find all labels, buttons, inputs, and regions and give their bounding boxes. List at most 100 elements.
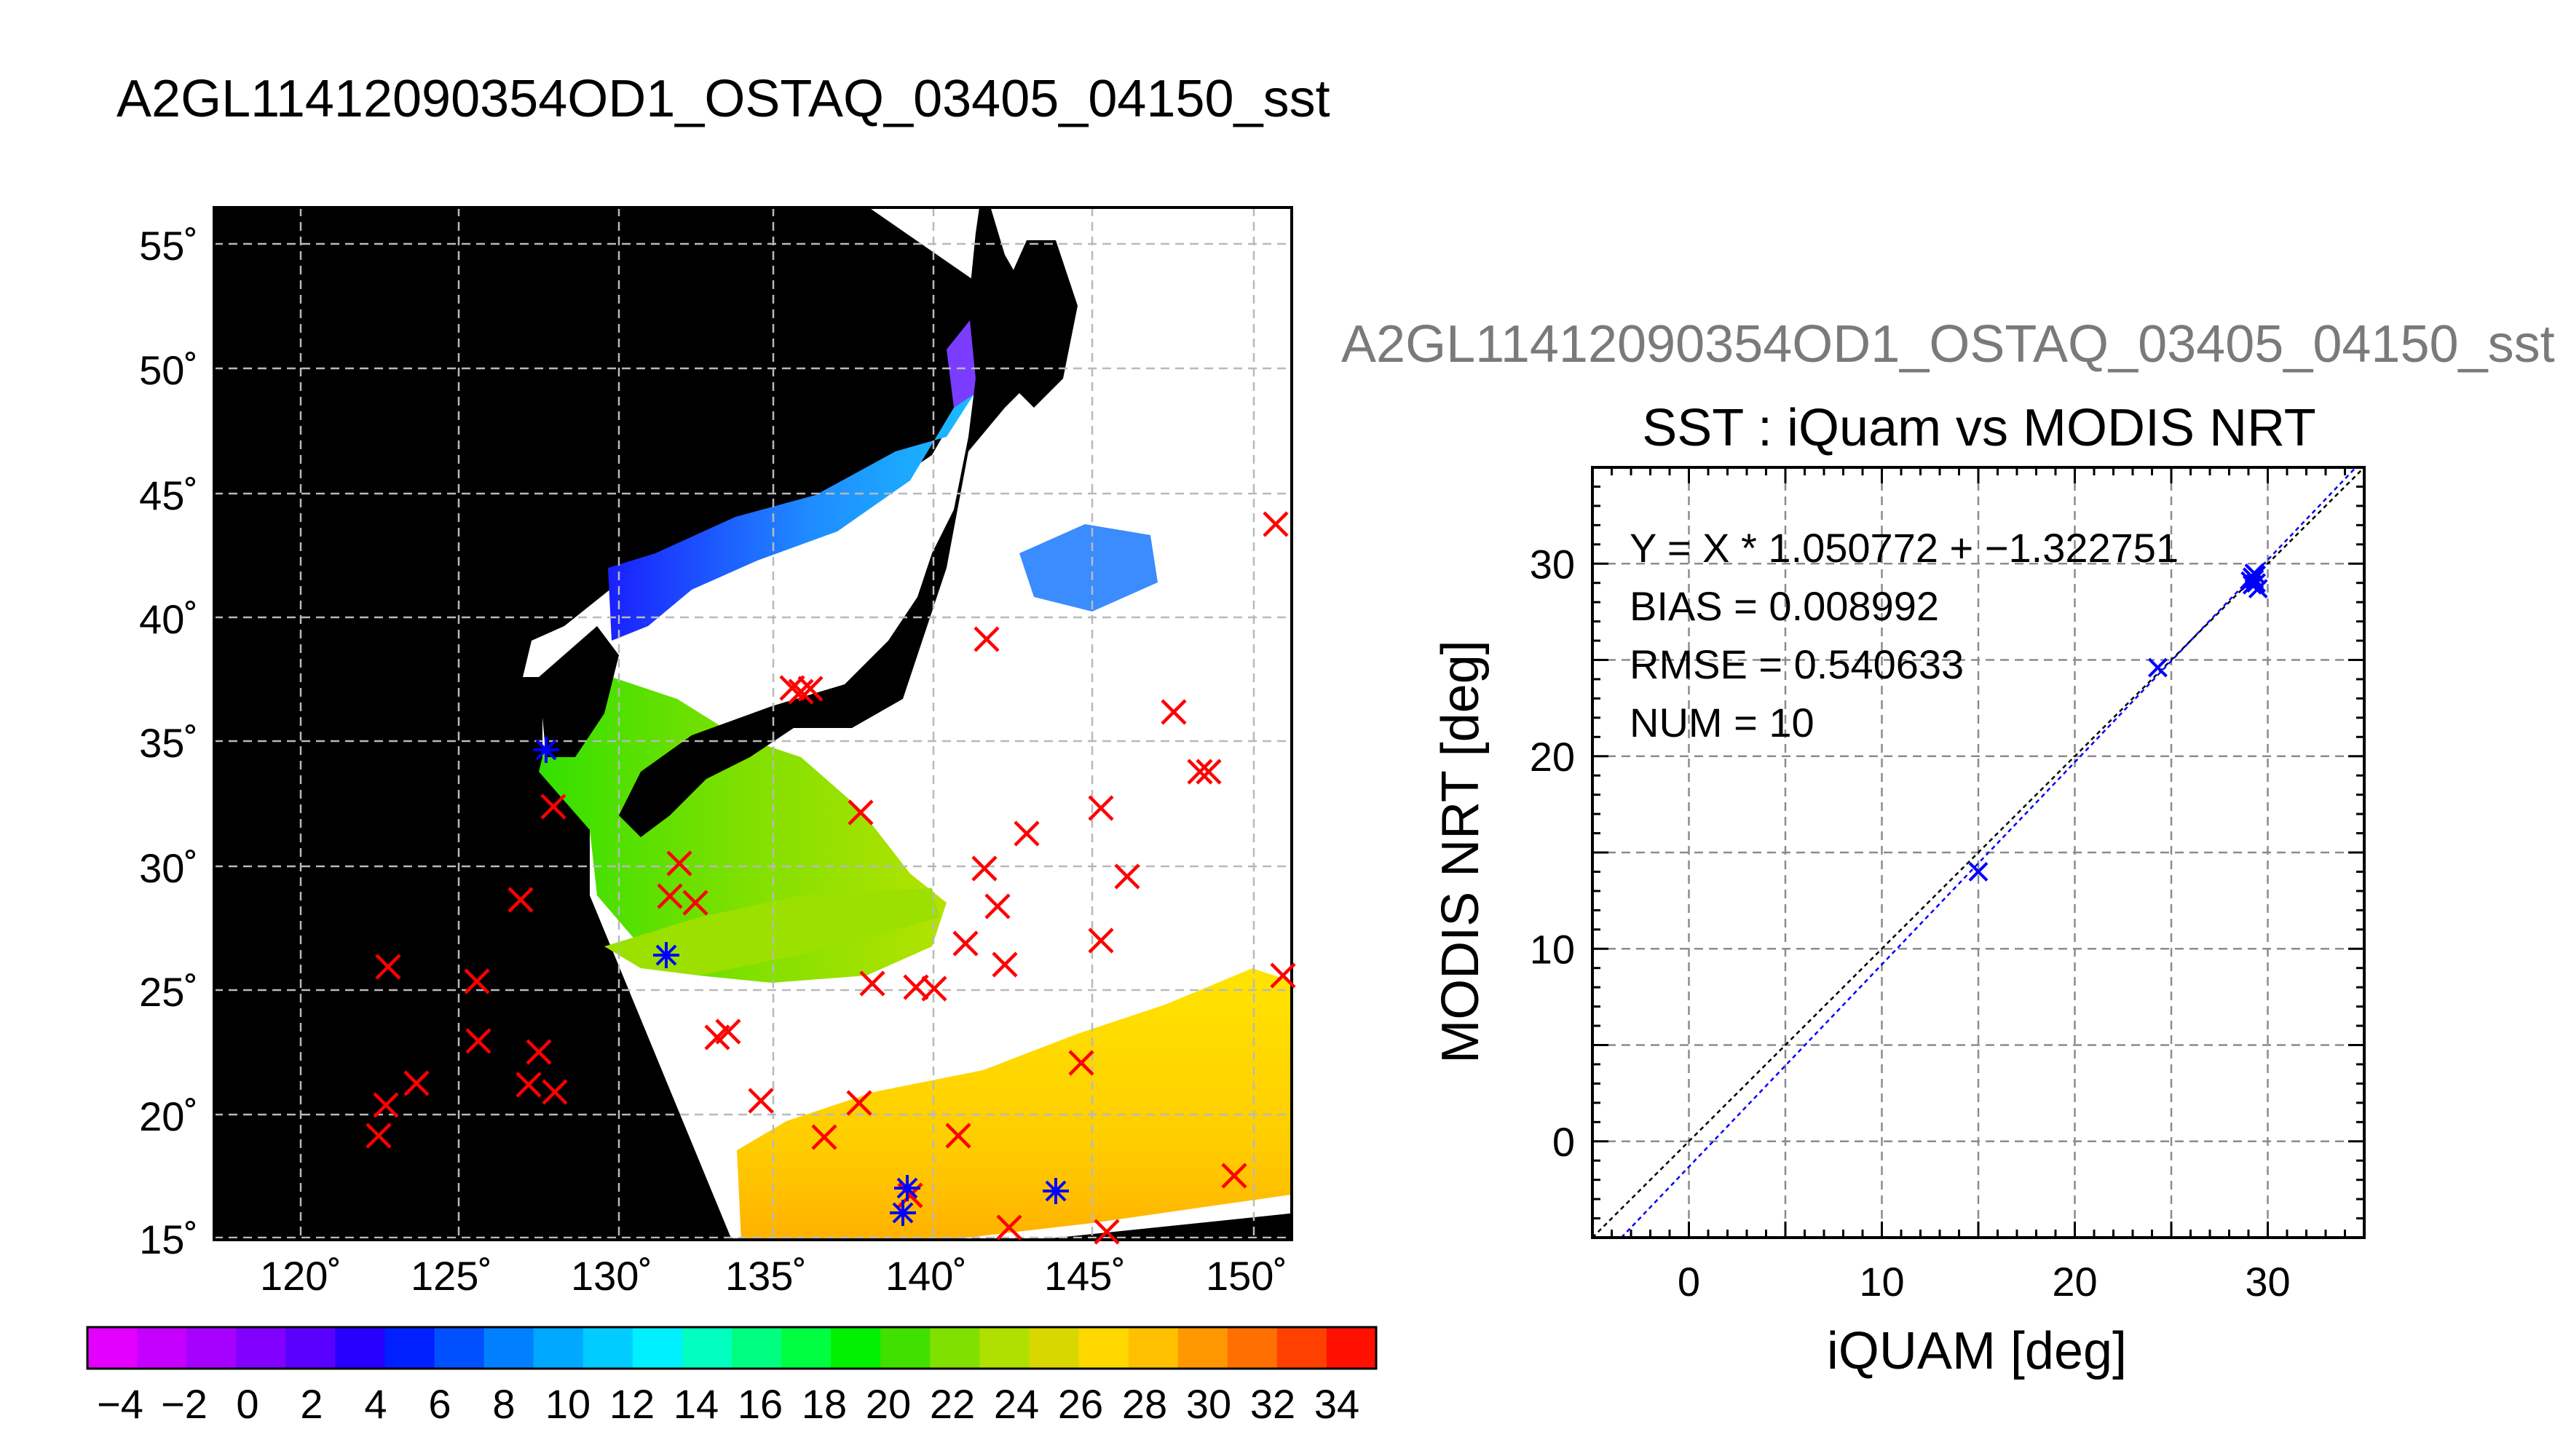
colorbar-swatch [583, 1327, 633, 1369]
page-title: A2GL11412090354OD1_OSTAQ_03405_04150_sst [117, 70, 1330, 128]
lon-label-135: 135˚ [725, 1253, 807, 1299]
colorbar-label: 34 [1314, 1381, 1359, 1427]
scatter-tick-labels: 0 10 20 30 0 10 20 30 [1530, 541, 2291, 1305]
scatter-y-tick-label: 10 [1530, 926, 1575, 972]
lat-label-55: 55˚ [139, 223, 198, 269]
map-matchup-marker [984, 893, 1011, 919]
satellite-swath [523, 207, 1292, 1240]
colorbar-label: 24 [994, 1381, 1039, 1427]
map-matchup-marker [508, 887, 534, 913]
colorbar-label: 26 [1058, 1381, 1103, 1427]
lon-label-125: 125˚ [411, 1253, 492, 1299]
colorbar-label: 12 [609, 1381, 655, 1427]
num-value: NUM = 10 [1630, 700, 1814, 745]
map-matchup-marker [1114, 863, 1140, 890]
map-matchup-marker [788, 678, 814, 705]
colorbar-label: 10 [545, 1381, 591, 1427]
colorbar-swatch [880, 1327, 931, 1369]
colorbar-label: 22 [930, 1381, 975, 1427]
colorbar-swatch [1128, 1327, 1179, 1369]
identity-line [1592, 467, 2365, 1238]
secondary-title: A2GL11412090354OD1_OSTAQ_03405_04150_sst [1341, 315, 2555, 373]
map-matchup-marker [464, 968, 490, 994]
scatter-y-tick-label: 20 [1530, 734, 1575, 780]
colorbar-swatch [533, 1327, 584, 1369]
map-matchup-marker [403, 1070, 430, 1096]
colorbar-label: 32 [1250, 1381, 1295, 1427]
scatter-x-tick-label: 20 [2052, 1259, 2097, 1305]
map-matchup-marker [797, 676, 824, 702]
map-matchup-marker [848, 799, 874, 826]
map-matchup-marker [971, 855, 998, 882]
colorbar-label: 0 [236, 1381, 258, 1427]
colorbar-swatch [483, 1327, 534, 1369]
lat-label-40: 40˚ [139, 596, 198, 642]
colorbar-label: 18 [802, 1381, 847, 1427]
map-matchup-marker-valid [1043, 1178, 1069, 1204]
colorbar-label: 8 [492, 1381, 515, 1427]
colorbar-label: 6 [428, 1381, 451, 1427]
map-matchup-marker [1094, 1219, 1120, 1245]
colorbar-swatch [732, 1327, 782, 1369]
colorbar-frame [86, 1326, 1378, 1370]
map-matchup-marker [1161, 699, 1187, 725]
map-matchup-marker [1068, 1050, 1094, 1076]
colorbar-swatch [1177, 1327, 1228, 1369]
map-matchup-marker [996, 1214, 1022, 1241]
bias-value: BIAS = 0.008992 [1630, 583, 1939, 629]
x-axis-label: iQUAM [deg] [1827, 1322, 2127, 1380]
map-matchup-marker [945, 1123, 971, 1149]
stats-block: Y = X * 1.050772 + −1.322751 BIAS = 0.00… [1630, 525, 2179, 745]
map-matchup-marker [1014, 820, 1040, 847]
map-matchup-marker [666, 850, 692, 877]
sst-mid-region-2 [604, 888, 939, 976]
colorbar-label: 16 [738, 1381, 783, 1427]
colorbar-swatch [1326, 1327, 1377, 1369]
colorbar-swatch [335, 1327, 386, 1369]
colorbar-swatch [979, 1327, 1030, 1369]
colorbar-swatch [236, 1327, 287, 1369]
colorbar-swatch [1029, 1327, 1080, 1369]
colorbar-swatch [632, 1327, 683, 1369]
colorbar-label: 2 [300, 1381, 323, 1427]
map-matchup-marker [516, 1072, 542, 1098]
map-matchup-marker [1270, 962, 1296, 989]
map-matchup-marker [974, 626, 1000, 652]
colorbar-swatch [781, 1327, 832, 1369]
matchup-markers [366, 511, 1296, 1245]
scatter-y-tick-label: 30 [1530, 541, 1575, 587]
lat-label-35: 35˚ [139, 720, 198, 766]
colorbar-label: 20 [866, 1381, 911, 1427]
map-matchup-marker [748, 1088, 774, 1114]
map-panel: 55˚ 50˚ 45˚ 40˚ 35˚ 30˚ 25˚ 20˚ 15˚ 120˚… [86, 206, 1378, 1427]
y-axis-label: MODIS NRT [deg] [1431, 640, 1490, 1064]
colorbar-swatch [1276, 1327, 1327, 1369]
colorbar-label: −2 [161, 1381, 208, 1427]
colorbar-swatch [434, 1327, 485, 1369]
scatter-y-tick-label: 0 [1552, 1119, 1575, 1165]
regression-equation: Y = X * 1.050772 + −1.322751 [1630, 525, 2179, 571]
map-matchup-marker [366, 1123, 392, 1149]
latitude-labels: 55˚ 50˚ 45˚ 40˚ 35˚ 30˚ 25˚ 20˚ 15˚ [139, 223, 198, 1262]
lat-label-15: 15˚ [139, 1216, 198, 1262]
map-matchup-marker [542, 1079, 568, 1105]
map-matchup-marker [859, 970, 885, 997]
map-matchup-marker [373, 1092, 399, 1118]
colorbar-label: 4 [364, 1381, 387, 1427]
map-matchup-marker [715, 1018, 741, 1045]
lon-label-145: 145˚ [1044, 1253, 1126, 1299]
map-matchup-marker [1088, 927, 1114, 954]
colorbar [87, 1327, 1377, 1369]
sst-cold-region-east [1019, 524, 1158, 612]
map-matchup-marker [375, 954, 401, 980]
colorbar-label: 14 [674, 1381, 719, 1427]
regression-line [1620, 467, 2357, 1238]
map-matchup-marker [682, 890, 708, 916]
lon-label-120: 120˚ [260, 1253, 341, 1299]
map-matchup-marker-valid [653, 942, 679, 968]
map-matchup-marker [921, 976, 947, 1002]
scatter-points [1968, 563, 2268, 882]
colorbar-label: 28 [1122, 1381, 1167, 1427]
rmse-value: RMSE = 0.540633 [1630, 641, 1964, 687]
